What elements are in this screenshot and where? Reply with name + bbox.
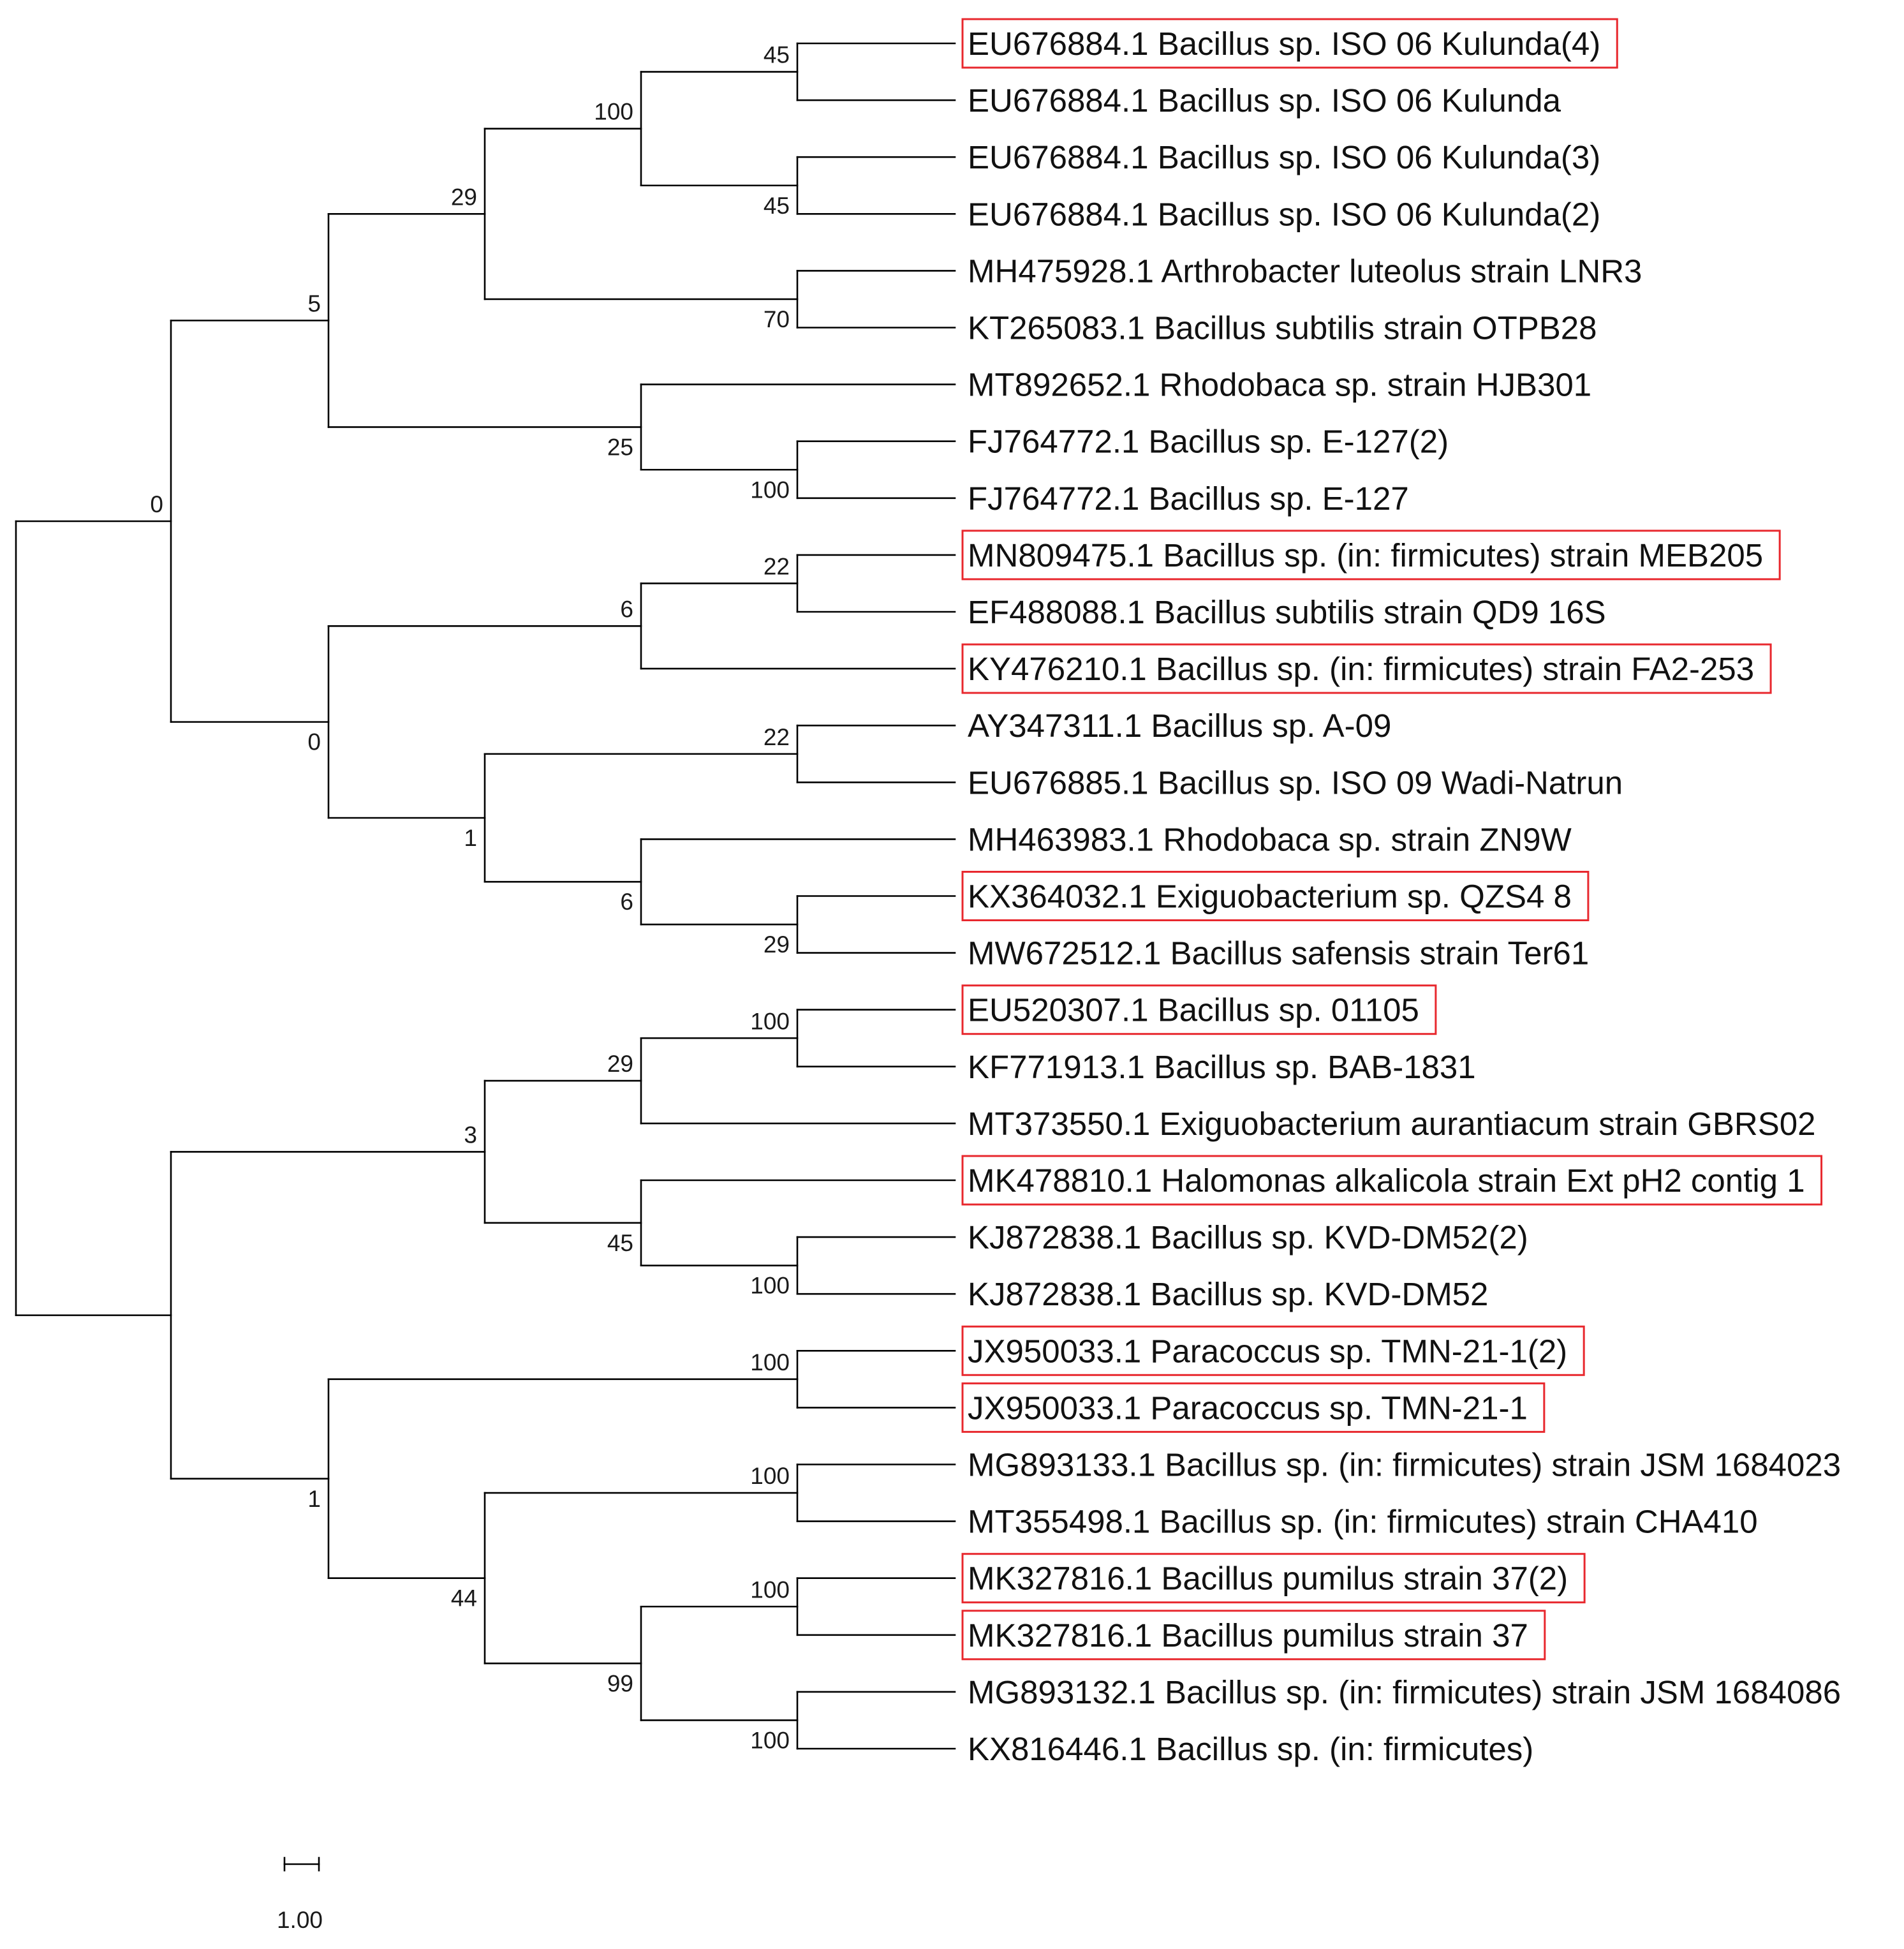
bootstrap-value: 100 — [750, 1727, 790, 1753]
highlight-box — [961, 984, 1437, 1035]
highlight-box — [961, 18, 1618, 69]
leaf-label: KY476210.1 Bacillus sp. (in: firmicutes)… — [968, 651, 1754, 687]
leaf-label: MG893133.1 Bacillus sp. (in: firmicutes)… — [968, 1447, 1841, 1483]
bootstrap-value: 100 — [750, 1349, 790, 1375]
leaf-label: MW672512.1 Bacillus safensis strain Ter6… — [968, 935, 1589, 972]
leaf-label: EF488088.1 Bacillus subtilis strain QD9 … — [968, 594, 1606, 630]
bootstrap-value: 0 — [307, 729, 321, 755]
leaf-label: JX950033.1 Paracoccus sp. TMN-21-1(2) — [968, 1333, 1567, 1369]
bootstrap-value: 45 — [764, 193, 790, 219]
bootstrap-value: 3 — [464, 1122, 477, 1148]
highlight-box — [961, 1325, 1585, 1376]
leaf-label: MH475928.1 Arthrobacter luteolus strain … — [968, 253, 1642, 289]
bootstrap-value: 45 — [764, 42, 790, 68]
highlight-box — [961, 643, 1772, 694]
bootstrap-values: 0 5 29 100 45 45 70 25 100 0 6 22 1 22 6 29 3 29 100 45 100 1… — [150, 42, 790, 1754]
highlight-box — [961, 1155, 1823, 1206]
bootstrap-value: 44 — [451, 1585, 477, 1612]
bootstrap-value: 1 — [307, 1486, 321, 1512]
leaf-label: MG893132.1 Bacillus sp. (in: firmicutes)… — [968, 1674, 1841, 1710]
scale-bar: 1.00 — [277, 1856, 323, 1933]
leaf-label: MT892652.1 Rhodobaca sp. strain HJB301 — [968, 367, 1591, 403]
leaf-label: JX950033.1 Paracoccus sp. TMN-21-1 — [968, 1389, 1528, 1426]
bootstrap-value: 29 — [607, 1051, 633, 1077]
leaf-label: EU520307.1 Bacillus sp. 01105 — [968, 992, 1419, 1028]
bootstrap-value: 6 — [620, 596, 633, 622]
highlight-box — [961, 871, 1590, 921]
bootstrap-value: 99 — [607, 1670, 633, 1696]
highlight-box — [961, 1382, 1546, 1433]
leaf-label: KF771913.1 Bacillus sp. BAB-1831 — [968, 1049, 1476, 1085]
leaf-label: FJ764772.1 Bacillus sp. E-127(2) — [968, 424, 1449, 460]
bootstrap-value: 5 — [307, 290, 321, 316]
bootstrap-value: 100 — [750, 1008, 790, 1034]
bootstrap-value: 6 — [620, 889, 633, 915]
highlight-box — [961, 1553, 1586, 1604]
bootstrap-value: 100 — [750, 1463, 790, 1489]
leaf-label: EU676884.1 Bacillus sp. ISO 06 Kulunda(2… — [968, 196, 1600, 232]
leaf-labels: EU676884.1 Bacillus sp. ISO 06 Kulunda(4… — [961, 18, 1841, 1767]
leaf-label: MK478810.1 Halomonas alkalicola strain E… — [968, 1162, 1805, 1199]
bootstrap-value: 22 — [764, 724, 790, 750]
leaf-label: MK327816.1 Bacillus pumilus strain 37 — [968, 1617, 1528, 1654]
bootstrap-value: 100 — [594, 99, 633, 125]
scale-bar-label: 1.00 — [277, 1907, 323, 1933]
leaf-label: KX364032.1 Exiguobacterium sp. QZS4 8 — [968, 878, 1572, 915]
leaf-label: KJ872838.1 Bacillus sp. KVD-DM52(2) — [968, 1219, 1528, 1256]
bootstrap-value: 1 — [464, 825, 477, 851]
leaf-label: MN809475.1 Bacillus sp. (in: firmicutes)… — [968, 537, 1763, 574]
highlight-box — [961, 530, 1781, 581]
leaf-label: MT355498.1 Bacillus sp. (in: firmicutes)… — [968, 1504, 1758, 1540]
leaf-label: EU676884.1 Bacillus sp. ISO 06 Kulunda — [968, 82, 1561, 119]
highlight-box — [961, 1610, 1546, 1661]
leaf-label: MH463983.1 Rhodobaca sp. strain ZN9W — [968, 821, 1572, 857]
bootstrap-value: 100 — [750, 477, 790, 503]
leaf-label: EU676884.1 Bacillus sp. ISO 06 Kulunda(3… — [968, 139, 1600, 175]
leaf-label: EU676884.1 Bacillus sp. ISO 06 Kulunda(4… — [968, 26, 1600, 62]
leaf-label: FJ764772.1 Bacillus sp. E-127 — [968, 480, 1409, 517]
leaf-label: EU676885.1 Bacillus sp. ISO 09 Wadi-Natr… — [968, 764, 1623, 801]
leaf-label: MK327816.1 Bacillus pumilus strain 37(2) — [968, 1560, 1568, 1597]
bootstrap-value: 45 — [607, 1230, 633, 1256]
leaf-label: KJ872838.1 Bacillus sp. KVD-DM52 — [968, 1276, 1488, 1312]
tree-branches — [15, 42, 956, 1750]
bootstrap-value: 70 — [764, 306, 790, 332]
bootstrap-value: 0 — [150, 491, 163, 517]
leaf-label: KX816446.1 Bacillus sp. (in: firmicutes) — [968, 1731, 1533, 1767]
leaf-label: MT373550.1 Exiguobacterium aurantiacum s… — [968, 1106, 1816, 1142]
bootstrap-value: 25 — [607, 434, 633, 460]
bootstrap-value: 100 — [750, 1576, 790, 1603]
leaf-label: AY347311.1 Bacillus sp. A-09 — [968, 708, 1391, 744]
bootstrap-value: 29 — [764, 931, 790, 958]
bootstrap-value: 29 — [451, 184, 477, 210]
bootstrap-value: 22 — [764, 553, 790, 579]
leaf-label: KT265083.1 Bacillus subtilis strain OTPB… — [968, 310, 1597, 346]
bootstrap-value: 100 — [750, 1273, 790, 1299]
